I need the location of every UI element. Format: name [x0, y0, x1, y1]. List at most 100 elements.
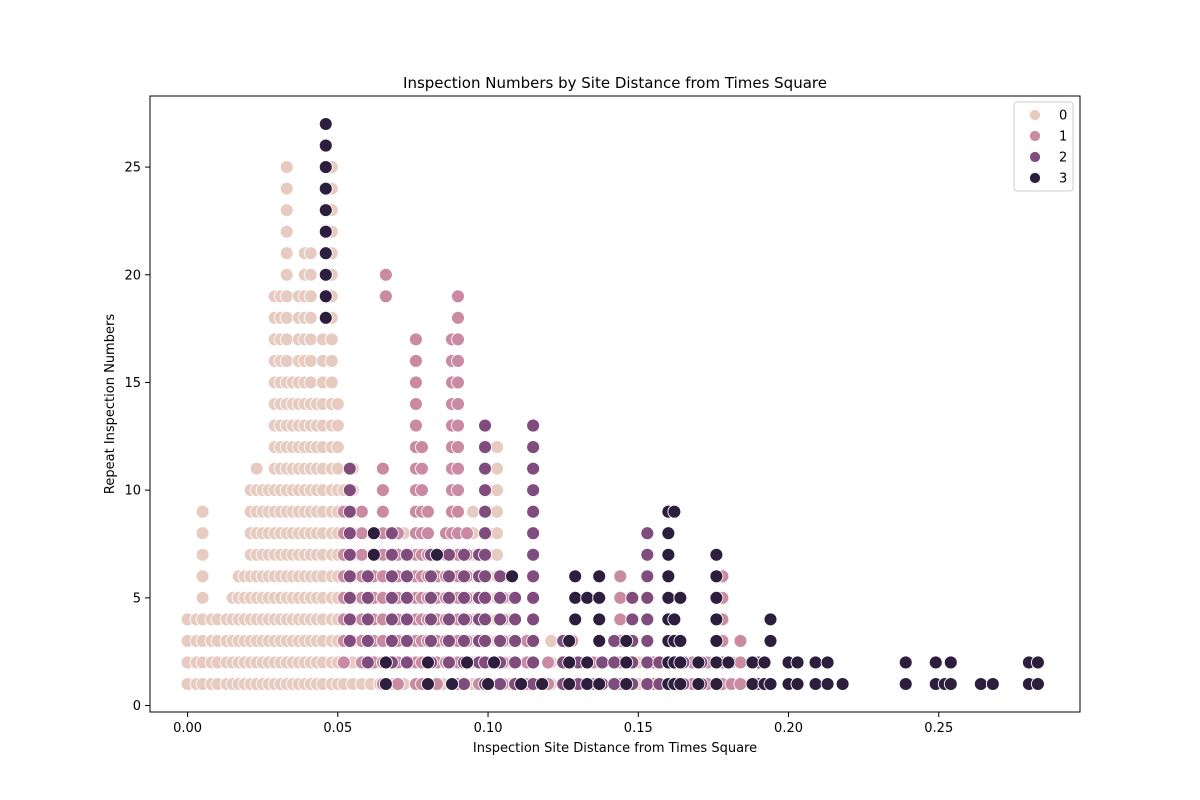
data-point: [279, 203, 294, 218]
data-point: [451, 332, 465, 347]
data-point: [661, 590, 676, 605]
data-point: [279, 332, 294, 347]
data-point: [820, 677, 835, 691]
data-point: [342, 590, 357, 605]
data-point: [673, 633, 688, 648]
data-point: [619, 633, 634, 648]
data-point: [943, 655, 958, 670]
x-axis-label: Inspection Site Distance from Times Squa…: [473, 741, 757, 756]
data-point: [835, 677, 850, 691]
data-point: [318, 181, 333, 196]
data-point: [508, 612, 523, 627]
legend-marker: [1029, 151, 1041, 163]
data-point: [1030, 677, 1045, 691]
data-point: [378, 289, 393, 304]
data-point: [457, 612, 471, 627]
data-point: [478, 590, 492, 605]
data-point: [460, 526, 474, 541]
data-point: [342, 483, 357, 498]
data-point: [330, 440, 345, 455]
x-tick-label: 0.15: [624, 721, 653, 736]
data-point: [508, 590, 523, 605]
data-point: [442, 569, 456, 584]
data-point: [354, 526, 369, 541]
data-point: [318, 246, 333, 261]
data-point: [451, 353, 465, 368]
data-point: [421, 655, 435, 670]
y-axis: 0 5 10 15 20 25: [124, 161, 150, 714]
data-point: [568, 590, 583, 605]
data-point: [378, 677, 393, 691]
data-point: [508, 633, 523, 648]
data-point: [733, 677, 748, 691]
data-point: [493, 569, 508, 584]
data-point: [562, 677, 577, 691]
data-point: [580, 655, 595, 670]
data-point: [408, 397, 423, 411]
data-point: [478, 504, 492, 519]
legend-marker: [1029, 172, 1041, 184]
data-point: [691, 655, 706, 670]
data-point: [490, 547, 505, 562]
data-point: [733, 633, 748, 648]
data-point: [709, 633, 724, 648]
data-point: [514, 677, 529, 691]
data-point: [451, 418, 465, 433]
data-point: [279, 224, 294, 239]
data-point: [619, 655, 634, 670]
data-point: [279, 246, 294, 261]
data-point: [673, 590, 688, 605]
x-tick-label: 0.10: [474, 721, 503, 736]
data-point: [430, 547, 444, 562]
y-axis-label: Repeat Inspection Numbers: [103, 314, 118, 494]
data-point: [342, 547, 357, 562]
data-point: [451, 375, 465, 390]
legend-label: 2: [1059, 151, 1067, 166]
data-point: [625, 612, 640, 627]
data-point: [279, 310, 294, 325]
data-point: [592, 677, 607, 691]
data-point: [763, 633, 778, 648]
data-point: [330, 461, 345, 476]
data-point: [303, 289, 318, 304]
data-point: [973, 677, 988, 691]
data-point: [478, 440, 492, 455]
x-tick-label: 0.20: [774, 721, 803, 736]
data-point: [408, 332, 423, 347]
data-point: [613, 569, 628, 584]
data-point: [360, 569, 375, 584]
data-point: [478, 547, 492, 562]
data-point: [709, 612, 724, 627]
legend-marker: [1029, 109, 1041, 121]
data-point: [303, 375, 318, 390]
data-point: [442, 547, 456, 562]
data-point: [195, 569, 210, 584]
data-point: [442, 633, 456, 648]
data-point: [354, 504, 369, 519]
data-point: [640, 526, 655, 541]
legend-label: 1: [1059, 130, 1067, 145]
data-point: [421, 504, 435, 519]
x-axis: 0.00 0.05 0.10 0.15 0.20 0.25: [173, 712, 953, 736]
data-point: [360, 633, 375, 648]
data-point: [607, 677, 622, 691]
data-point: [709, 677, 724, 691]
data-point: [1030, 655, 1045, 670]
data-point: [709, 569, 724, 584]
series-1: [336, 267, 748, 691]
data-point: [544, 633, 559, 648]
x-tick-label: 0.05: [323, 721, 352, 736]
data-point: [457, 677, 471, 691]
data-point: [390, 677, 405, 691]
y-tick-label: 0: [133, 699, 141, 714]
data-point: [757, 655, 772, 670]
data-point: [478, 526, 492, 541]
data-point: [384, 547, 399, 562]
data-point: [360, 655, 375, 670]
data-point: [421, 677, 435, 691]
legend-box: [1013, 101, 1074, 192]
data-point: [526, 612, 541, 627]
y-tick-label: 20: [124, 268, 141, 283]
data-point: [595, 655, 610, 670]
